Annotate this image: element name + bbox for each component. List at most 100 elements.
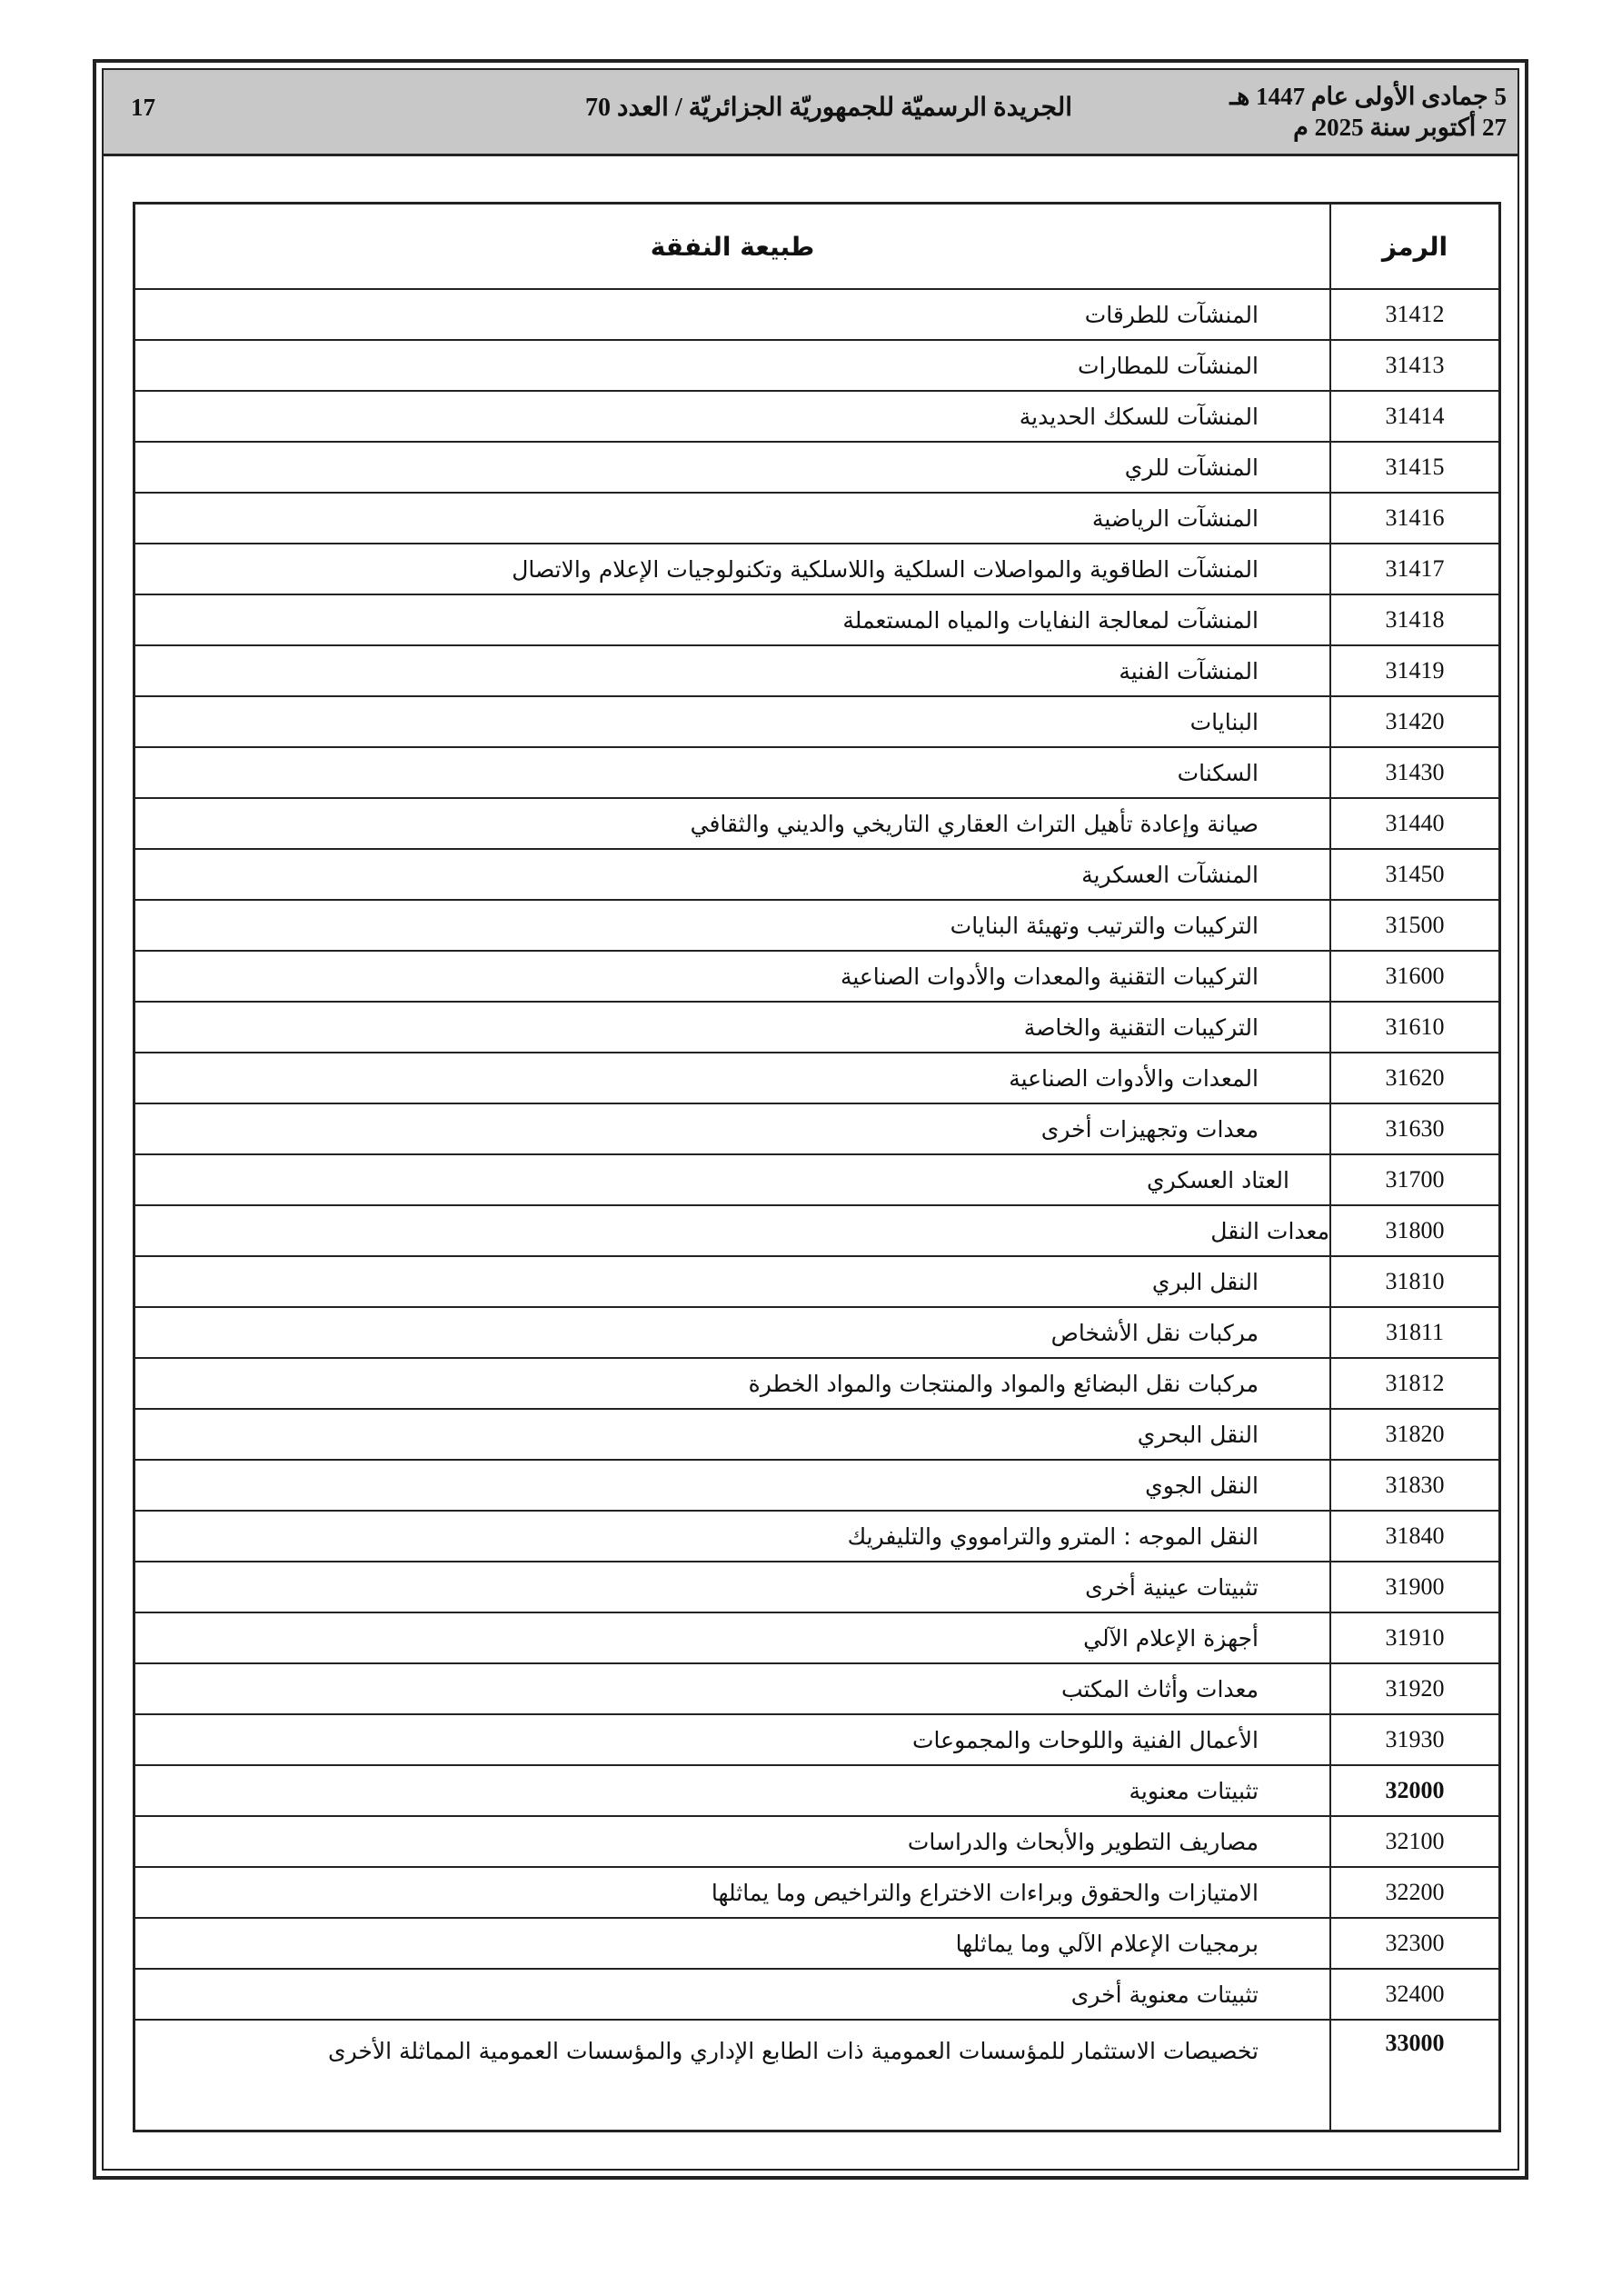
row-description: مركبات نقل البضائع والمواد والمنتجات وال… bbox=[133, 1357, 1331, 1410]
table-row: 32100 مصاريف التطوير والأبحاث والدراسات bbox=[133, 1815, 1501, 1868]
page-number: 17 bbox=[131, 94, 155, 121]
row-code: 31500 bbox=[1329, 899, 1501, 952]
table-row: 31811 مركبات نقل الأشخاص bbox=[133, 1306, 1501, 1359]
row-code: 32200 bbox=[1329, 1866, 1501, 1919]
row-code: 31930 bbox=[1329, 1713, 1501, 1766]
row-description: النقل الجوي bbox=[133, 1459, 1331, 1512]
row-code: 31610 bbox=[1329, 1001, 1501, 1053]
gazette-title: الجريدة الرسميّة للجمهوريّة الجزائريّة /… bbox=[584, 94, 1073, 122]
row-description: المنشآت للطرقات bbox=[133, 288, 1331, 341]
row-code: 31430 bbox=[1329, 746, 1501, 799]
row-description: النقل الموجه : المترو والترامووي والتليف… bbox=[133, 1510, 1331, 1562]
table-row: 32000 تثبيتات معنوية bbox=[133, 1764, 1501, 1817]
row-description: تخصيصات الاستثمار للمؤسسات العمومية ذات … bbox=[133, 2019, 1331, 2132]
row-code: 31630 bbox=[1329, 1103, 1501, 1155]
row-code: 31417 bbox=[1329, 543, 1501, 595]
date-hijri: 5 جمادى الأولى عام 1447 هـ bbox=[1229, 83, 1507, 110]
row-code: 31820 bbox=[1329, 1408, 1501, 1461]
expense-codes-table: الرمز طبيعة النفقة 31412 المنشآت للطرقات 3… bbox=[133, 202, 1501, 2132]
table-row: 31415 المنشآت للري bbox=[133, 441, 1501, 494]
table-row: 32200 الامتيازات والحقوق وبراءات الاختراع… bbox=[133, 1866, 1501, 1919]
row-description: صيانة وإعادة تأهيل التراث العقاري التاري… bbox=[133, 797, 1331, 850]
table-row: 31412 المنشآت للطرقات bbox=[133, 288, 1501, 341]
table-row: 31450 المنشآت العسكرية bbox=[133, 848, 1501, 901]
column-header-code: الرمز bbox=[1329, 202, 1501, 290]
row-description: المنشآت للسكك الحديدية bbox=[133, 390, 1331, 443]
row-description: التركيبات والترتيب وتهيئة البنايات bbox=[133, 899, 1331, 952]
row-code: 31600 bbox=[1329, 950, 1501, 1003]
table-row: 31812 مركبات نقل البضائع والمواد والمنتجا… bbox=[133, 1357, 1501, 1410]
row-code: 31620 bbox=[1329, 1052, 1501, 1104]
row-code: 32000 bbox=[1329, 1764, 1501, 1817]
table-row: 31820 النقل البحري bbox=[133, 1408, 1501, 1461]
table-row: 31840 النقل الموجه : المترو والترامووي وا… bbox=[133, 1510, 1501, 1562]
table-row: 31418 المنشآت لمعالجة النفايات والمياه ال… bbox=[133, 594, 1501, 646]
row-description: التركيبات التقنية والخاصة bbox=[133, 1001, 1331, 1053]
header-date: 5 جمادى الأولى عام 1447 هـ 27 أكتوبر سنة… bbox=[1229, 81, 1507, 143]
row-description: المنشآت للمطارات bbox=[133, 339, 1331, 392]
table-row: 31413 المنشآت للمطارات bbox=[133, 339, 1501, 392]
table-header-row: الرمز طبيعة النفقة bbox=[133, 202, 1501, 290]
row-code: 31416 bbox=[1329, 492, 1501, 544]
row-description: الأعمال الفنية واللوحات والمجموعات bbox=[133, 1713, 1331, 1766]
table-row: 31910 أجهزة الإعلام الآلي bbox=[133, 1612, 1501, 1664]
row-code: 31419 bbox=[1329, 644, 1501, 697]
row-description: العتاد العسكري bbox=[133, 1153, 1331, 1206]
row-description: المنشآت لمعالجة النفايات والمياه المستعم… bbox=[133, 594, 1331, 646]
row-description: النقل البحري bbox=[133, 1408, 1331, 1461]
row-code: 31450 bbox=[1329, 848, 1501, 901]
row-code: 31415 bbox=[1329, 441, 1501, 494]
row-description: تثبيتات معنوية bbox=[133, 1764, 1331, 1817]
row-code: 31413 bbox=[1329, 339, 1501, 392]
row-description: المنشآت الرياضية bbox=[133, 492, 1331, 544]
row-description: الامتيازات والحقوق وبراءات الاختراع والت… bbox=[133, 1866, 1331, 1919]
row-description: معدات النقل bbox=[133, 1204, 1331, 1257]
table-row: 31419 المنشآت الفنية bbox=[133, 644, 1501, 697]
table-row: 31920 معدات وأثاث المكتب bbox=[133, 1662, 1501, 1715]
row-code: 31830 bbox=[1329, 1459, 1501, 1512]
row-code: 32400 bbox=[1329, 1968, 1501, 2021]
table-row: 31700 العتاد العسكري bbox=[133, 1153, 1501, 1206]
gazette-header: 5 جمادى الأولى عام 1447 هـ 27 أكتوبر سنة… bbox=[104, 70, 1518, 156]
row-code: 32300 bbox=[1329, 1917, 1501, 1970]
row-description: مركبات نقل الأشخاص bbox=[133, 1306, 1331, 1359]
table-row: 31810 النقل البري bbox=[133, 1255, 1501, 1308]
table-row: 31600 التركيبات التقنية والمعدات والأدوات… bbox=[133, 950, 1501, 1003]
row-code: 31800 bbox=[1329, 1204, 1501, 1257]
table-row: 31440 صيانة وإعادة تأهيل التراث العقاري ا… bbox=[133, 797, 1501, 850]
row-description: مصاريف التطوير والأبحاث والدراسات bbox=[133, 1815, 1331, 1868]
row-description: التركيبات التقنية والمعدات والأدوات الصن… bbox=[133, 950, 1331, 1003]
table-row: 31420 البنايات bbox=[133, 695, 1501, 748]
row-description: معدات وتجهيزات أخرى bbox=[133, 1103, 1331, 1155]
row-description: تثبيتات معنوية أخرى bbox=[133, 1968, 1331, 2021]
table-row: 31930 الأعمال الفنية واللوحات والمجموعات bbox=[133, 1713, 1501, 1766]
table-row: 31500 التركيبات والترتيب وتهيئة البنايات bbox=[133, 899, 1501, 952]
row-description: النقل البري bbox=[133, 1255, 1331, 1308]
table-row: 31430 السكنات bbox=[133, 746, 1501, 799]
row-description: برمجيات الإعلام الآلي وما يماثلها bbox=[133, 1917, 1331, 1970]
date-gregorian: 27 أكتوبر سنة 2025 م bbox=[1293, 114, 1507, 141]
row-code: 31811 bbox=[1329, 1306, 1501, 1359]
row-description: المنشآت للري bbox=[133, 441, 1331, 494]
row-description: تثبيتات عينية أخرى bbox=[133, 1561, 1331, 1613]
row-description: المنشآت الطاقوية والمواصلات السلكية والل… bbox=[133, 543, 1331, 595]
table-row: 33000 تخصيصات الاستثمار للمؤسسات العمومية… bbox=[133, 2019, 1501, 2132]
row-code: 31412 bbox=[1329, 288, 1501, 341]
page-inner-frame: 5 جمادى الأولى عام 1447 هـ 27 أكتوبر سنة… bbox=[102, 68, 1519, 2171]
row-description: المنشآت العسكرية bbox=[133, 848, 1331, 901]
row-code: 33000 bbox=[1329, 2019, 1501, 2132]
row-code: 31910 bbox=[1329, 1612, 1501, 1664]
row-code: 31920 bbox=[1329, 1662, 1501, 1715]
table-row: 32400 تثبيتات معنوية أخرى bbox=[133, 1968, 1501, 2021]
row-code: 31840 bbox=[1329, 1510, 1501, 1562]
table-row: 32300 برمجيات الإعلام الآلي وما يماثلها bbox=[133, 1917, 1501, 1970]
row-description: السكنات bbox=[133, 746, 1331, 799]
row-code: 31900 bbox=[1329, 1561, 1501, 1613]
table-row: 31800 معدات النقل bbox=[133, 1204, 1501, 1257]
row-code: 31810 bbox=[1329, 1255, 1501, 1308]
row-description: المعدات والأدوات الصناعية bbox=[133, 1052, 1331, 1104]
table-row: 31630 معدات وتجهيزات أخرى bbox=[133, 1103, 1501, 1155]
row-code: 31700 bbox=[1329, 1153, 1501, 1206]
row-description: معدات وأثاث المكتب bbox=[133, 1662, 1331, 1715]
row-code: 31812 bbox=[1329, 1357, 1501, 1410]
